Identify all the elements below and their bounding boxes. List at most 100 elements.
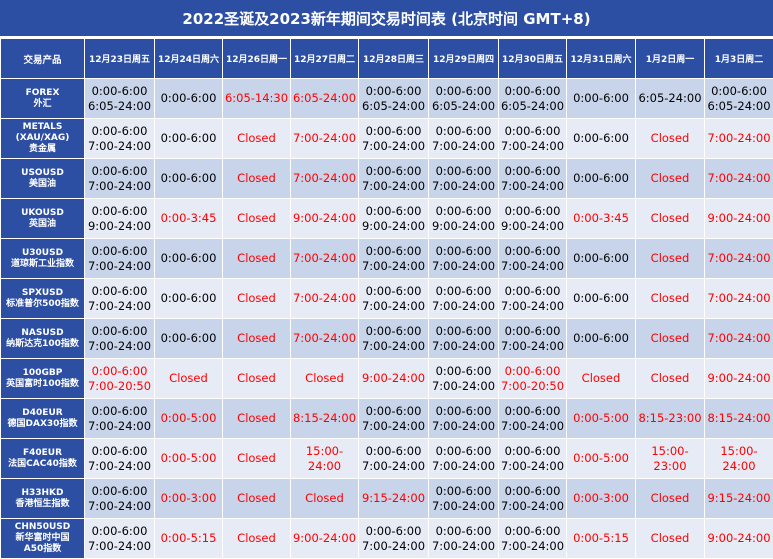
hours-cell: 0:00-6:00 <box>154 318 223 359</box>
hours-cell: 0:00-6:00 7:00-24:00 <box>358 278 429 319</box>
hours-line: 9:00-24:00 <box>707 531 771 545</box>
hours-cell: 0:00-6:00 7:00-24:00 <box>498 438 567 479</box>
hours-line: 0:00-3:00 <box>160 491 217 505</box>
column-header: 1月3日周二 <box>704 38 773 79</box>
hours-cell: 0:00-6:00 <box>566 238 636 279</box>
hours-cell: 0:00-6:00 7:00-24:00 <box>358 238 429 279</box>
hours-line: 0:00-6:00 <box>435 363 492 378</box>
product-line: D40EUR <box>22 407 63 418</box>
hours-line: 0:00-6:00 <box>504 243 561 258</box>
hours-line: 0:00-3:45 <box>160 211 217 225</box>
product-name: H33HKD 香港恒生指数 <box>0 478 85 519</box>
product-line: 香港恒生指数 <box>15 498 70 509</box>
hours-line: Closed <box>650 211 690 225</box>
hours-line: 0:00-6:00 <box>504 403 561 418</box>
hours-cell: 0:00-6:00 7:00-24:00 <box>358 158 429 199</box>
hours-line: 0:00-6:00 <box>91 483 148 498</box>
hours-line: 24:00 <box>722 458 756 473</box>
hours-line: 7:00-24:00 <box>500 258 565 273</box>
hours-cell: Closed <box>222 118 291 159</box>
hours-line: 0:00-6:00 <box>365 83 422 98</box>
hours-line: 7:00-24:00 <box>87 538 152 553</box>
hours-line: 6:05-24:00 <box>292 91 357 105</box>
product-line: U30USD <box>21 247 64 258</box>
hours-line: 0:00-6:00 <box>160 171 217 185</box>
hours-cell: 0:00-5:15 <box>566 518 636 559</box>
hours-line: Closed <box>237 411 276 425</box>
hours-cell: 0:00-6:00 9:00-24:00 <box>428 198 499 239</box>
hours-cell: 7:00-24:00 <box>704 118 773 159</box>
hours-line: 0:00-3:00 <box>573 491 629 505</box>
product-name: F40EUR 法国CAC40指数 <box>0 438 85 479</box>
hours-cell: 0:00-3:00 <box>154 478 223 519</box>
hours-cell: 0:00-6:00 7:00-24:00 <box>498 238 567 279</box>
hours-line: 0:00-6:00 <box>91 443 148 458</box>
hours-line: 7:00-24:00 <box>361 418 426 433</box>
table-row: 100GBP 英国富时100指数 0:00-6:00 7:00-20:50 Closed… <box>0 358 773 399</box>
hours-line: 15:00- <box>720 443 758 458</box>
hours-cell: 0:00-3:45 <box>154 198 223 239</box>
hours-cell: Closed <box>635 158 705 199</box>
hours-cell: 0:00-6:00 6:05-24:00 <box>704 78 773 119</box>
hours-line: 0:00-6:00 <box>91 123 148 138</box>
table-row: D40EUR 德国DAX30指数 0:00-6:00 7:00-24:00 0:00-5… <box>0 398 773 439</box>
hours-cell: 8:15-23:00 <box>635 398 705 439</box>
column-header: 12月31日周六 <box>566 38 636 79</box>
hours-line: 7:00-24:00 <box>361 458 426 473</box>
hours-line: 0:00-6:00 <box>435 163 492 178</box>
hours-line: Closed <box>237 531 276 545</box>
hours-line: 7:00-24:00 <box>87 458 152 473</box>
hours-line: 7:00-24:00 <box>431 178 496 193</box>
hours-cell: Closed <box>222 158 291 199</box>
hours-cell: Closed <box>635 278 705 319</box>
product-line: (XAU/XAG) <box>15 133 70 143</box>
column-header: 12月24日周六 <box>154 38 223 79</box>
hours-cell: 9:00-24:00 <box>704 518 773 559</box>
hours-line: 9:00-24:00 <box>707 371 771 385</box>
table-row: U30USD 道琼斯工业指数 0:00-6:00 7:00-24:00 0:00-6:0… <box>0 238 773 279</box>
hours-cell: 7:00-24:00 <box>290 278 359 319</box>
hours-line: 8:15-24:00 <box>292 411 357 425</box>
hours-line: 0:00-6:00 <box>365 163 422 178</box>
hours-cell: Closed <box>635 238 705 279</box>
hours-cell: 6:05-14:30 <box>222 78 291 119</box>
product-line: CHN50USD <box>14 522 71 532</box>
hours-cell: Closed <box>635 198 705 239</box>
hours-line: 0:00-5:00 <box>160 451 217 465</box>
hours-line: Closed <box>650 531 690 545</box>
table-row: CHN50USD 新华富时中国 A50指数 0:00-6:00 7:00-24:00 0:… <box>0 518 773 559</box>
hours-line: Closed <box>237 451 276 465</box>
hours-line: 9:00-24:00 <box>361 371 426 385</box>
hours-line: 8:15-23:00 <box>638 411 702 425</box>
hours-cell: Closed <box>222 438 291 479</box>
hours-line: 7:00-24:00 <box>431 538 496 553</box>
hours-line: 9:15-24:00 <box>707 491 771 505</box>
hours-cell: 0:00-5:15 <box>154 518 223 559</box>
hours-line: 9:00-24:00 <box>361 218 426 233</box>
hours-line: 7:00-24:00 <box>500 138 565 153</box>
column-header: 12月28日周三 <box>358 38 429 79</box>
hours-cell: 0:00-6:00 7:00-24:00 <box>358 118 429 159</box>
hours-cell: 0:00-6:00 7:00-24:00 <box>84 318 155 359</box>
hours-line: 7:00-24:00 <box>431 378 496 393</box>
hours-cell: 0:00-6:00 7:00-24:00 <box>358 398 429 439</box>
hours-line: Closed <box>237 251 276 265</box>
hours-line: 7:00-24:00 <box>431 138 496 153</box>
product-line: NASUSD <box>21 327 64 338</box>
product-name: FOREX 外汇 <box>0 78 85 119</box>
hours-line: Closed <box>650 131 690 145</box>
hours-cell: 7:00-24:00 <box>290 158 359 199</box>
hours-line: 6:05-24:00 <box>500 98 565 113</box>
hours-cell: 0:00-6:00 7:00-20:50 <box>498 358 567 399</box>
hours-cell: 0:00-6:00 7:00-24:00 <box>84 278 155 319</box>
hours-cell: 9:15-24:00 <box>704 478 773 519</box>
hours-line: 7:00-20:50 <box>500 378 565 393</box>
hours-line: 0:00-6:00 <box>435 83 492 98</box>
hours-line: Closed <box>237 331 276 345</box>
hours-line: Closed <box>237 371 276 385</box>
product-line: 纳斯达克100指数 <box>6 338 79 349</box>
hours-line: 9:00-24:00 <box>431 218 496 233</box>
hours-cell: 0:00-6:00 9:00-24:00 <box>358 198 429 239</box>
hours-cell: 0:00-6:00 7:00-24:00 <box>428 278 499 319</box>
hours-line: 7:00-24:00 <box>87 178 152 193</box>
